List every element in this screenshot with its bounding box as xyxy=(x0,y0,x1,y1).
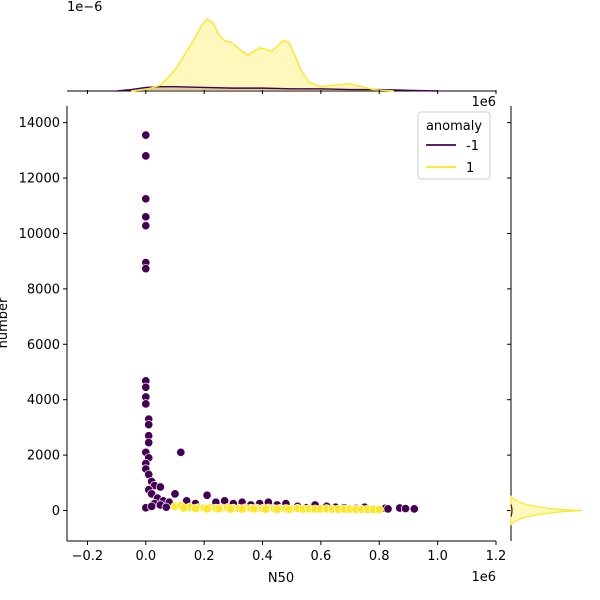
x-tick-label: 0.0 xyxy=(135,549,156,564)
scatter-point xyxy=(155,482,165,492)
y-tick-label: 8000 xyxy=(27,282,60,297)
density-line-1 xyxy=(131,18,394,92)
legend-label-neg1: -1 xyxy=(466,139,479,154)
scatter-point xyxy=(141,212,151,222)
scatter-point xyxy=(190,504,200,514)
top-marginal-multiplier: 1e−6 xyxy=(67,0,102,15)
scatter-point xyxy=(272,504,282,514)
scatter-point xyxy=(400,504,411,514)
x-tick-label: −0.2 xyxy=(72,549,104,564)
scatter-point xyxy=(374,505,384,515)
legend-label-1: 1 xyxy=(466,161,474,176)
legend: anomaly -1 1 xyxy=(417,111,491,180)
scatter-point xyxy=(144,420,154,430)
y-tick-label: 6000 xyxy=(27,338,60,353)
right-density-1 xyxy=(510,494,583,527)
right-marginal-multiplier: 1e6 xyxy=(471,95,496,110)
x-tick-label: 0.4 xyxy=(252,549,273,564)
x-tick-label: 0.2 xyxy=(194,549,215,564)
y-tick-label: 14000 xyxy=(19,116,60,131)
scatter-points xyxy=(141,130,419,515)
scatter-point xyxy=(170,489,180,499)
density-fill-1 xyxy=(131,19,394,91)
scatter-point xyxy=(176,447,186,457)
scatter-point xyxy=(237,504,247,514)
scatter-point xyxy=(260,504,270,514)
scatter-point xyxy=(141,151,151,161)
scatter-point xyxy=(141,399,151,409)
legend-title: anomaly xyxy=(426,119,482,134)
scatter-point xyxy=(409,504,419,514)
x-tick-label: 1.0 xyxy=(427,549,448,564)
y-tick-label: 12000 xyxy=(19,172,60,187)
scatter-point xyxy=(383,504,393,514)
y-axis-label: number xyxy=(0,297,11,348)
y-tick-label: 2000 xyxy=(27,449,60,464)
scatter-point xyxy=(141,194,151,204)
y-tick-label: 10000 xyxy=(19,227,60,242)
x-tick-label: 0.8 xyxy=(369,549,390,564)
x-tick-label: 0.6 xyxy=(311,549,332,564)
y-tick-label: 0 xyxy=(52,504,60,519)
scatter-point xyxy=(141,130,151,140)
scatter-point xyxy=(202,490,212,500)
scatter-point xyxy=(141,221,151,231)
y-tick-label: 4000 xyxy=(27,393,60,408)
scatter-point xyxy=(147,501,157,511)
scatter-point xyxy=(214,504,224,514)
y-ticks: 0 2000 4000 6000 8000 10000 12000 14000 xyxy=(19,116,511,519)
right-marginal-density xyxy=(510,106,583,541)
scatter-point xyxy=(141,264,151,274)
scatter-point xyxy=(179,503,189,513)
scatter-point xyxy=(141,382,151,392)
scatter-point xyxy=(249,504,259,514)
right-density-neg1 xyxy=(510,504,513,517)
scatter-point xyxy=(161,502,171,512)
x-ticks: −0.2 0.0 0.2 0.4 0.6 0.8 1.0 1.2 xyxy=(72,90,507,564)
scatter-point xyxy=(202,504,212,514)
top-marginal-density xyxy=(67,18,496,92)
scatter-point xyxy=(225,504,235,514)
scatter-point xyxy=(144,438,154,448)
x-axis-label: N50 xyxy=(268,571,294,586)
x-multiplier: 1e6 xyxy=(471,570,496,585)
x-tick-label: 1.2 xyxy=(486,549,507,564)
scatter-point xyxy=(284,504,294,514)
